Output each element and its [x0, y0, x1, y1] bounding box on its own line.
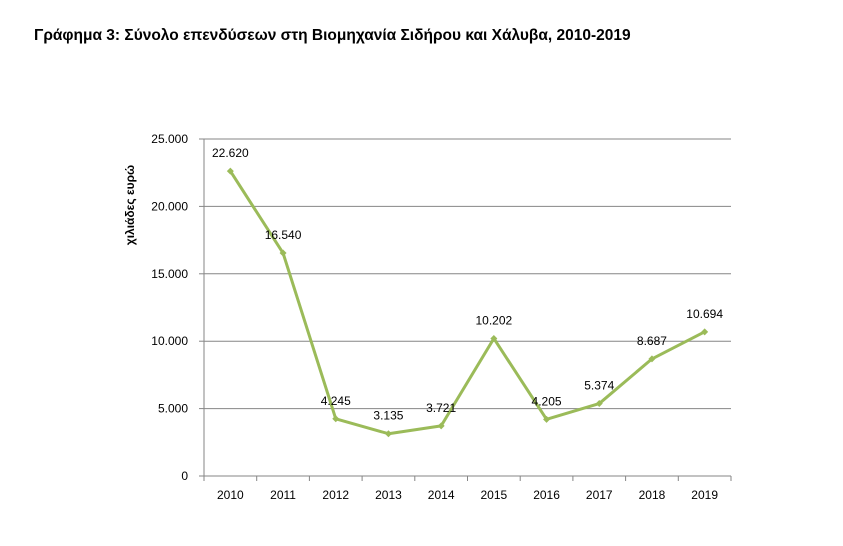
data-point-marker: [595, 400, 603, 408]
series-line: [226, 167, 709, 438]
data-label: 3.135: [373, 409, 403, 423]
y-tick-label: 0: [181, 469, 188, 483]
chart-title: Γράφημα 3: Σύνολο επενδύσεων στη Βιομηχα…: [34, 27, 631, 44]
data-label: 22.620: [212, 146, 249, 160]
x-tick-label: 2013: [375, 488, 402, 502]
gridlines: [203, 138, 731, 477]
data-point-marker: [226, 167, 234, 175]
x-tick-label: 2015: [480, 488, 507, 502]
data-point-marker: [384, 430, 392, 438]
x-tick-label: 2014: [428, 488, 455, 502]
y-tick-label: 15.000: [151, 267, 188, 281]
x-tick-label: 2012: [322, 488, 349, 502]
data-label: 3.721: [426, 401, 456, 415]
x-tick-label: 2016: [533, 488, 560, 502]
y-tick-label: 20.000: [151, 199, 188, 213]
data-labels: 22.620 16.540 4.245 3.135 3.721 10.202 4.205 5.…: [212, 146, 723, 423]
x-tick-label: 2010: [217, 488, 244, 502]
x-tick-label: 2018: [639, 488, 666, 502]
series-line-path: [229, 170, 706, 436]
data-label: 16.540: [265, 228, 302, 242]
data-point-marker: [543, 415, 551, 423]
x-axis-ticks: 2010 2011 2012 2013 2014 2015 2016 2017 2018 2019: [203, 476, 732, 502]
y-axis-ticks: 0 5.000 10.000 15.000 20.000 25.000: [151, 132, 204, 483]
data-point-marker: [701, 328, 709, 336]
y-tick-label: 25.000: [151, 132, 188, 146]
data-label: 8.687: [637, 334, 667, 348]
data-point-marker: [648, 355, 656, 363]
y-tick-label: 10.000: [151, 334, 188, 348]
data-label: 4.245: [321, 394, 351, 408]
y-tick-label: 5.000: [158, 402, 188, 416]
data-point-marker: [490, 334, 498, 342]
data-label: 10.202: [475, 313, 512, 327]
data-point-marker: [437, 422, 445, 430]
data-label: 4.205: [532, 394, 562, 408]
data-label: 10.694: [686, 307, 723, 321]
data-point-marker: [279, 249, 287, 257]
x-tick-label: 2019: [691, 488, 718, 502]
x-tick-label: 2017: [586, 488, 613, 502]
data-point-marker: [332, 415, 340, 423]
data-label: 5.374: [584, 379, 614, 393]
x-tick-label: 2011: [270, 488, 296, 502]
y-axis-label: χιλιάδες ευρώ: [123, 165, 137, 245]
